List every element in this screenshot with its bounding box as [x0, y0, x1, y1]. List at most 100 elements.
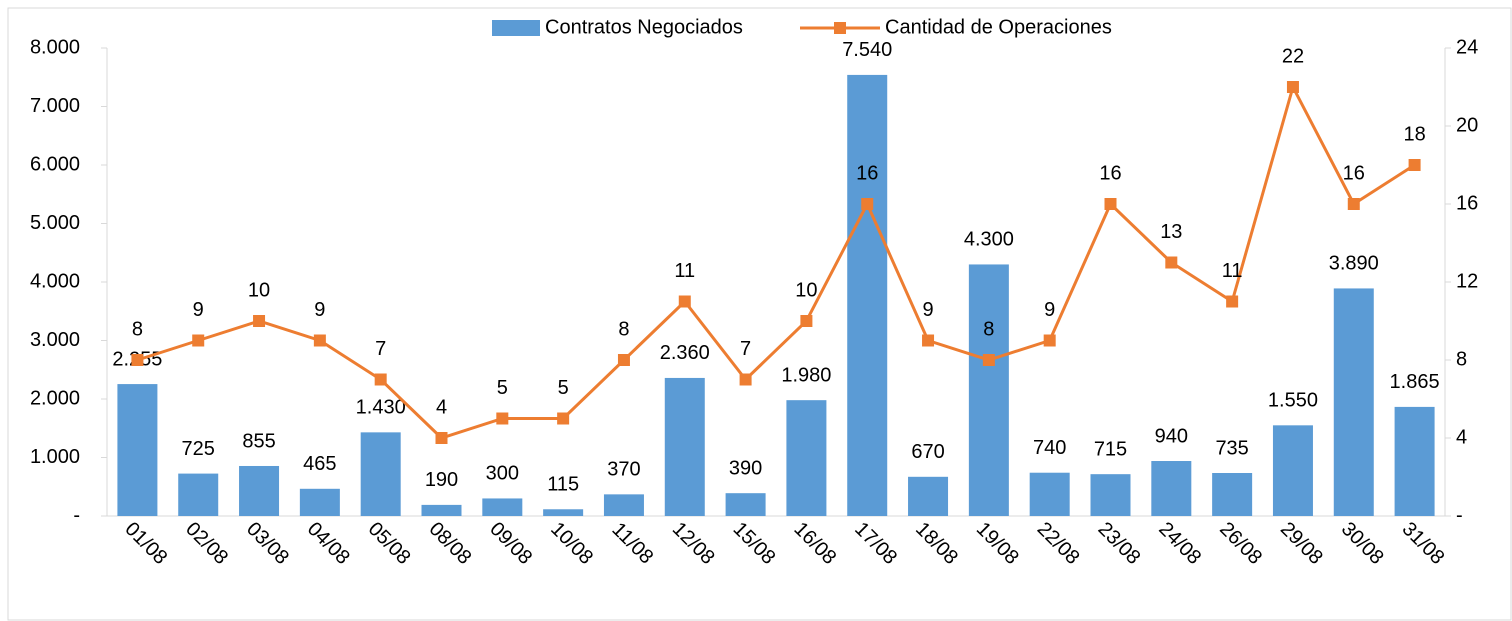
- line-value-label: 9: [1044, 299, 1055, 321]
- line-point: [800, 315, 813, 327]
- bar: [1151, 461, 1192, 516]
- line-value-label: 16: [1343, 162, 1365, 184]
- y-tick-label: 5.000: [30, 212, 80, 234]
- legend-swatch: [834, 22, 846, 34]
- bar-value-label: 4.300: [964, 229, 1014, 251]
- bar: [1029, 472, 1070, 516]
- legend-swatch: [492, 20, 540, 36]
- line-point: [1043, 334, 1056, 347]
- bar-value-label: 1.980: [781, 364, 831, 386]
- line-point: [678, 295, 691, 308]
- y-tick-label: 8.000: [30, 36, 80, 58]
- bar: [1333, 288, 1374, 516]
- line-value-label: 9: [922, 299, 933, 321]
- bar: [1394, 406, 1435, 516]
- line-point: [922, 334, 935, 347]
- legend-label: Contratos Negociados: [545, 16, 743, 38]
- line-point: [374, 373, 387, 386]
- bar-value-label: 855: [242, 430, 275, 452]
- y2-tick-label: 8: [1456, 348, 1467, 370]
- bar-value-label: 300: [486, 463, 519, 485]
- bar-value-label: 1.865: [1390, 371, 1440, 393]
- y-tick-label: 1.000: [30, 446, 80, 468]
- bar: [908, 476, 949, 516]
- legend-label: Cantidad de Operaciones: [885, 16, 1112, 38]
- bar: [725, 493, 766, 516]
- bar-value-label: 7.540: [842, 39, 892, 61]
- line-value-label: 9: [314, 299, 325, 321]
- y2-tick-label: 4: [1456, 426, 1467, 448]
- bar: [603, 494, 644, 516]
- line-value-label: 16: [856, 162, 878, 184]
- line-value-label: 16: [1099, 162, 1121, 184]
- line-value-label: 8: [618, 318, 629, 340]
- bar-value-label: 735: [1215, 437, 1248, 459]
- bar-value-label: 940: [1155, 425, 1188, 447]
- bar-value-label: 670: [911, 441, 944, 463]
- line-point: [1104, 198, 1117, 210]
- bar: [1272, 425, 1313, 516]
- bar-value-label: 740: [1033, 437, 1066, 459]
- line-point: [617, 354, 630, 366]
- line-point: [435, 432, 448, 444]
- bar: [1090, 474, 1131, 516]
- y-tick-label: 2.000: [30, 387, 80, 409]
- line-value-label: 9: [193, 299, 204, 321]
- line-point: [313, 334, 326, 347]
- bar-value-label: 370: [607, 459, 640, 481]
- bar: [178, 473, 219, 516]
- y-tick-label: 4.000: [30, 270, 80, 292]
- line-value-label: 11: [1222, 260, 1243, 282]
- line-point: [253, 315, 266, 327]
- line-point: [557, 412, 570, 425]
- line-value-label: 7: [375, 338, 386, 360]
- y2-tick-label: -: [1456, 504, 1463, 526]
- line-point: [1286, 81, 1299, 93]
- y-tick-label: 6.000: [30, 153, 80, 175]
- bar-value-label: 390: [729, 457, 762, 479]
- bar: [664, 377, 705, 516]
- line-point: [496, 412, 509, 425]
- y2-tick-label: 20: [1456, 114, 1478, 136]
- bar: [117, 384, 158, 516]
- line: [136, 82, 1416, 440]
- bar: [968, 264, 1009, 516]
- line-value-label: 22: [1282, 45, 1304, 67]
- line-point: [131, 354, 144, 366]
- bar: [482, 498, 523, 516]
- line-point: [739, 373, 752, 386]
- bar: [847, 74, 888, 516]
- bar-value-label: 725: [182, 438, 215, 460]
- bar-value-label: 465: [303, 453, 336, 475]
- bar-value-label: 2.360: [660, 342, 710, 364]
- line-value-label: 5: [558, 377, 569, 399]
- line-value-label: 18: [1403, 123, 1425, 145]
- y2-tick-label: 24: [1456, 36, 1478, 58]
- line-value-label: 11: [674, 260, 695, 282]
- bar-value-label: 115: [547, 474, 579, 496]
- bar-value-label: 715: [1094, 438, 1127, 460]
- line-value-label: 13: [1160, 221, 1182, 243]
- bar-value-label: 3.890: [1329, 253, 1379, 275]
- line-value-label: 10: [795, 279, 817, 301]
- line-value-label: 4: [436, 396, 447, 418]
- y-tick-label: 3.000: [30, 329, 80, 351]
- line-value-label: 5: [497, 377, 508, 399]
- line-point: [1165, 256, 1178, 269]
- bar: [421, 504, 462, 516]
- line-value-label: 7: [740, 338, 751, 360]
- bar: [360, 432, 401, 516]
- bar: [299, 488, 340, 516]
- bar: [1212, 473, 1253, 516]
- line-point: [982, 354, 995, 366]
- y2-tick-label: 16: [1456, 192, 1478, 214]
- bar: [786, 400, 827, 516]
- line-value-label: 10: [248, 279, 270, 301]
- bar-value-label: 1.430: [356, 397, 406, 419]
- y2-tick-label: 12: [1456, 270, 1478, 292]
- bar: [239, 465, 280, 516]
- line-point: [1408, 159, 1421, 171]
- line-point: [1226, 295, 1239, 308]
